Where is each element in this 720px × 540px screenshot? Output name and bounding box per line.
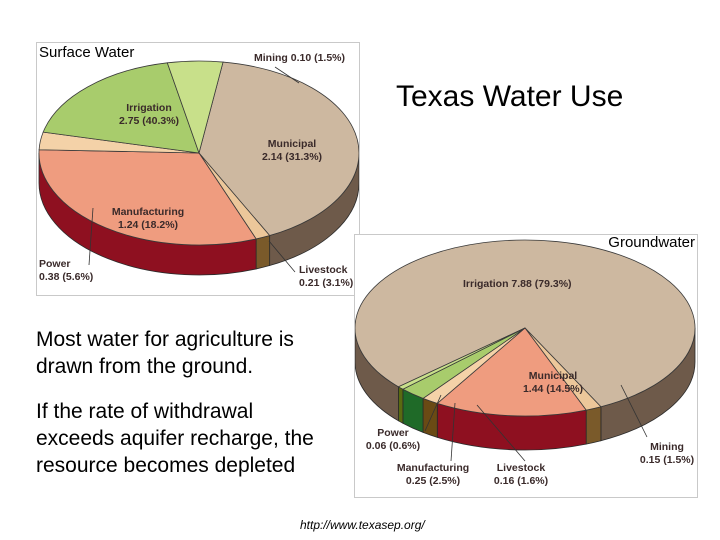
ground-side-livestock — [422, 397, 438, 438]
ground-leader-line-3 — [620, 384, 648, 438]
surface-label-manufacturing: Manufacturing 1.24 (18.2%) — [112, 206, 184, 231]
surface-label-power: Power 0.38 (5.6%) — [39, 258, 93, 283]
ground-label-power: Power 0.06 (0.6%) — [366, 427, 420, 452]
ground-side-mining — [585, 406, 602, 445]
surface-label-livestock: Livestock 0.21 (3.1%) — [299, 264, 353, 289]
depletion-note: If the rate of withdrawal exceeds aquife… — [36, 400, 314, 477]
ground-label-municipal: Municipal 1.44 (14.5%) — [523, 370, 583, 395]
ground-slice-irrigation — [355, 239, 696, 408]
surface-slice-municipal — [38, 149, 257, 246]
surface-water-chart: Mining 0.10 (1.5%) Irrigation 2.75 (40.3%)… — [36, 42, 360, 296]
ground-slice-municipal — [436, 327, 587, 417]
surface-leader-line-0 — [274, 66, 300, 84]
ground-side-power — [398, 386, 404, 424]
groundwater-pie: Irrigation 7.88 (79.3%) Municipal 1.44 (14… — [355, 239, 696, 487]
surface-leader-line-1 — [88, 207, 94, 266]
surface-water-pie: Mining 0.10 (1.5%) Irrigation 2.75 (40.3%)… — [38, 52, 359, 289]
surface-slice-power — [166, 60, 224, 155]
ground-label-livestock: Livestock 0.16 (1.6%) — [494, 462, 548, 487]
ground-leader-line-0 — [424, 394, 442, 432]
surface-label-municipal: Municipal 2.14 (31.3%) — [262, 138, 322, 163]
ground-label-manufacturing: Manufacturing 0.25 (2.5%) — [397, 462, 469, 487]
surface-leader-line-2 — [268, 240, 296, 273]
ground-leader-line-2 — [476, 404, 526, 462]
slide-title: Texas Water Use — [396, 80, 624, 113]
ground-label-mining: Mining 0.15 (1.5%) — [640, 441, 694, 466]
surface-label-mining: Mining 0.10 (1.5%) — [254, 52, 345, 64]
source-link[interactable]: http://www.texasep.org/ — [300, 518, 425, 532]
ground-label-irrigation: Irrigation 7.88 (79.3%) — [463, 278, 572, 290]
ground-leader-line-1 — [450, 402, 456, 462]
groundwater-title: Groundwater — [608, 234, 695, 251]
surface-slice-manufacturing — [42, 62, 200, 154]
surface-slice-irrigation — [198, 61, 359, 237]
groundwater-chart: Irrigation 7.88 (79.3%) Municipal 1.44 (14… — [354, 234, 698, 498]
agriculture-note: Most water for agriculture is drawn from… — [36, 328, 294, 378]
surface-side-mining — [255, 235, 271, 270]
surface-water-title: Surface Water — [39, 44, 135, 61]
surface-label-irrigation: Irrigation 2.75 (40.3%) — [119, 102, 179, 127]
ground-slice-power — [397, 327, 526, 390]
